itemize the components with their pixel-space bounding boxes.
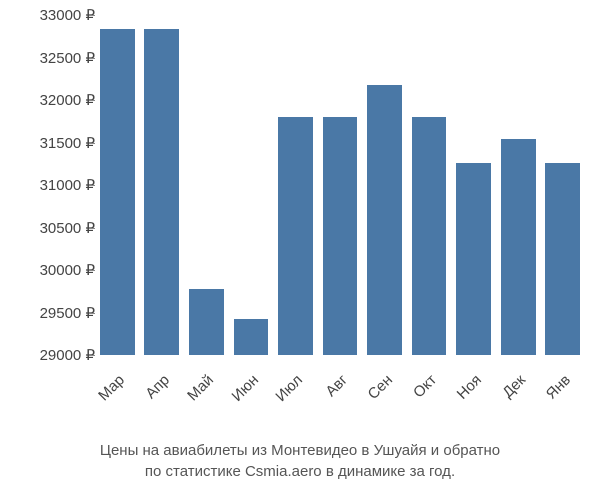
chart-bar [323,117,358,355]
y-axis-tick [90,270,95,271]
x-axis-tick-label: Авг [311,371,351,411]
x-axis-tick-label: Окт [400,371,440,411]
chart-bar [189,289,224,355]
y-axis-tick-label: 30500 ₽ [40,219,95,237]
chart-bar [144,29,179,355]
y-axis-tick-label: 31500 ₽ [40,134,95,152]
caption-line-2: по статистике Csmia.aero в динамике за г… [0,461,600,482]
x-axis-tick-label: Май [177,371,217,411]
y-axis-tick-label: 31000 ₽ [40,176,95,194]
caption-line-1: Цены на авиабилеты из Монтевидео в Ушуай… [0,440,600,461]
chart-bar [100,29,135,355]
y-axis-tick-label: 33000 ₽ [40,6,95,24]
y-axis-tick [90,355,95,356]
chart-container: 29000 ₽ 29500 ₽ 30000 ₽ 30500 ₽ 31000 ₽ 31500… [0,0,600,500]
chart-bar [367,85,402,355]
y-axis-tick [90,58,95,59]
y-axis-tick [90,15,95,16]
chart-bar [456,163,491,355]
x-axis-tick-label: Сен [355,371,395,411]
y-axis-tick [90,228,95,229]
x-axis-tick-label: Мар [88,371,128,411]
x-axis-tick-label: Ноя [444,371,484,411]
y-axis-tick [90,100,95,101]
y-axis-tick-label: 29500 ₽ [40,304,95,322]
chart-bar [501,139,536,355]
y-axis-tick-label: 29000 ₽ [40,346,95,364]
x-axis-tick-label: Дек [489,371,529,411]
chart-caption: Цены на авиабилеты из Монтевидео в Ушуай… [0,440,600,482]
y-axis-tick-label: 32000 ₽ [40,91,95,109]
chart-bar [234,319,269,355]
x-axis-tick-label: Янв [533,371,573,411]
y-axis-tick-label: 32500 ₽ [40,49,95,67]
y-axis-tick [90,143,95,144]
chart-bar [545,163,580,355]
x-axis-tick-label: Июн [222,371,262,411]
y-axis-tick [90,185,95,186]
chart-bar [412,117,447,355]
y-axis-tick-label: 30000 ₽ [40,261,95,279]
plot-area [95,15,585,355]
x-axis-tick-label: Апр [133,371,173,411]
chart-bar [278,117,313,355]
y-axis-tick [90,313,95,314]
x-axis-tick-label: Июл [266,371,306,411]
